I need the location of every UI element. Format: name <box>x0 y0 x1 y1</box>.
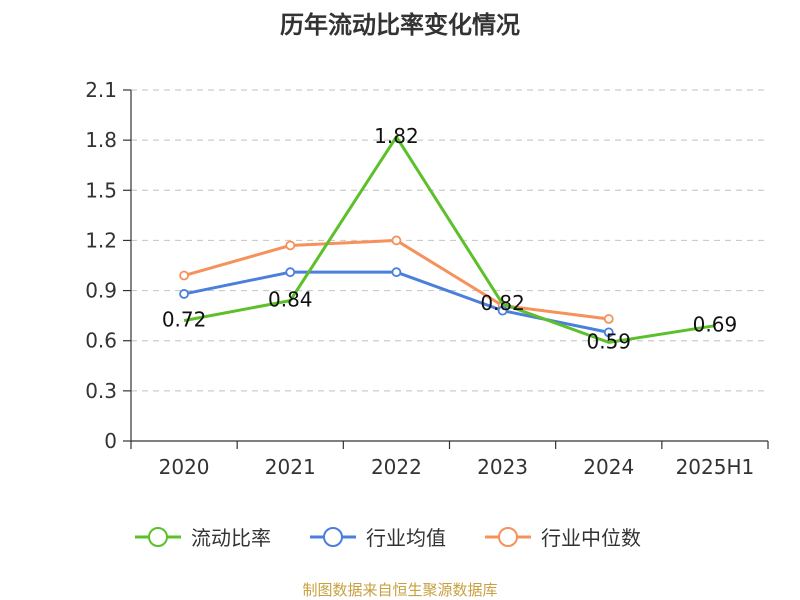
y-tick-label: 0 <box>104 429 117 453</box>
data-point <box>497 305 508 316</box>
source-note: 制图数据来自恒生聚源数据库 <box>302 581 497 599</box>
axes: 0 0.3 0.6 0.9 1.2 1.5 1.8 2.1 2020 2021 2022 2023 20… <box>85 78 769 479</box>
x-tick-label: 2020 <box>159 455 210 479</box>
y-tick-label: 0.9 <box>85 279 117 303</box>
y-tick-label: 2.1 <box>85 78 117 102</box>
legend-item: 行业均值 <box>310 526 446 550</box>
series-group <box>179 135 716 344</box>
legend-item: 流动比率 <box>135 526 271 550</box>
y-tick-label: 0.3 <box>85 379 117 403</box>
data-point <box>603 314 614 324</box>
legend-marker <box>498 527 518 547</box>
x-tick-label: 2022 <box>371 455 422 479</box>
data-label: 0.59 <box>586 329 631 353</box>
y-tick-label: 1.5 <box>85 178 117 202</box>
x-tick-label: 2024 <box>583 455 634 479</box>
series-line <box>183 270 610 334</box>
legend-marker <box>323 527 343 547</box>
data-point <box>391 235 402 246</box>
data-labels: 0.72 0.84 1.82 0.82 0.59 0.69 <box>162 124 737 354</box>
chart-title: 历年流动比率变化情况 <box>280 11 520 39</box>
series-line <box>183 135 716 344</box>
grid <box>131 89 768 392</box>
legend-label: 流动比率 <box>191 526 271 550</box>
legend-label: 行业均值 <box>366 526 446 550</box>
data-point <box>179 270 189 281</box>
legend: 流动比率 行业均值 行业中位数 <box>135 526 641 550</box>
data-point <box>603 327 614 338</box>
data-point <box>285 240 296 251</box>
data-label: 0.84 <box>268 288 313 312</box>
x-tick-label: 2023 <box>477 455 528 479</box>
x-tick-label: 2025H1 <box>676 455 755 479</box>
legend-marker <box>148 527 168 547</box>
data-point <box>285 267 296 278</box>
y-tick-label: 0.6 <box>85 329 117 353</box>
data-point <box>391 267 402 278</box>
data-label: 0.82 <box>480 291 525 315</box>
y-tick-label: 1.8 <box>85 128 117 152</box>
legend-item: 行业中位数 <box>485 526 641 550</box>
data-point <box>179 289 189 299</box>
data-label: 1.82 <box>374 124 419 148</box>
legend-label: 行业中位数 <box>541 526 641 550</box>
x-tick-label: 2021 <box>265 455 316 479</box>
data-label: 0.69 <box>693 313 738 337</box>
data-label: 0.72 <box>162 308 207 332</box>
y-tick-label: 1.2 <box>85 228 117 252</box>
